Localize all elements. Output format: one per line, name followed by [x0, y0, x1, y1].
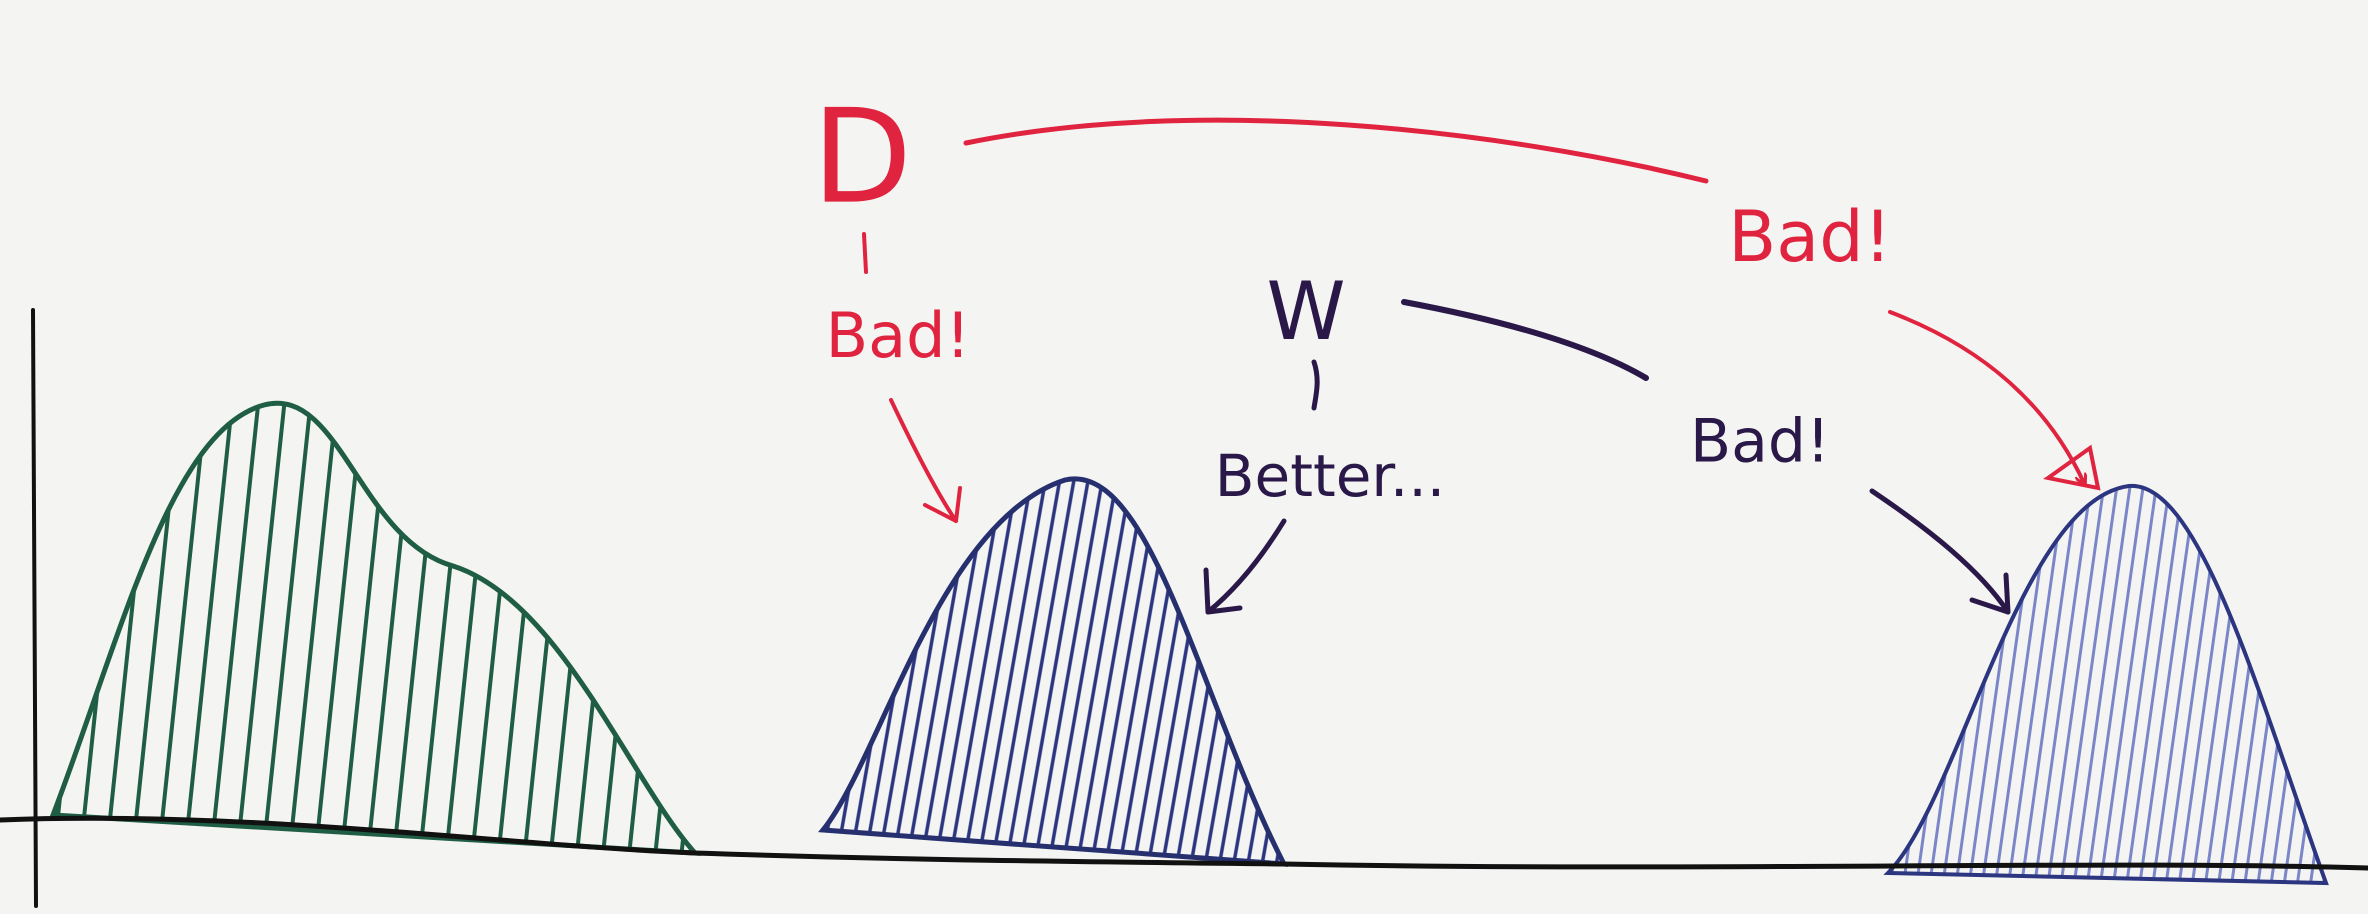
- arc-d-right: [963, 117, 1709, 184]
- arrowhead-w-right: [1969, 572, 2011, 615]
- tick-w: [1311, 359, 1320, 411]
- green-distribution: [49, 400, 701, 856]
- arrowhead-d-right: [2043, 444, 2101, 491]
- light-blue-distribution: [1883, 483, 2329, 886]
- arc-w-right: [1401, 299, 1649, 381]
- arrow-d-left: [889, 398, 958, 523]
- y-axis: [31, 308, 38, 908]
- label-w-bad: Bad!: [1690, 407, 1830, 477]
- baseline: [0, 815, 2368, 871]
- label-w: W: [1266, 265, 1345, 358]
- arrowhead-d-left: [923, 486, 962, 523]
- label-d-bad-left: Bad!: [826, 299, 971, 372]
- dark-blue-distribution: [818, 476, 1289, 867]
- arrow-w-better: [1205, 518, 1287, 615]
- arrow-w-right: [1869, 488, 2011, 615]
- arrowhead-w-better: [1203, 567, 1243, 615]
- tick-d: [862, 232, 868, 274]
- label-w-better: Better...: [1215, 442, 1445, 510]
- label-d-bad-right: Bad!: [1728, 196, 1891, 278]
- arrow-d-right: [1888, 310, 2084, 483]
- label-d: D: [812, 81, 912, 233]
